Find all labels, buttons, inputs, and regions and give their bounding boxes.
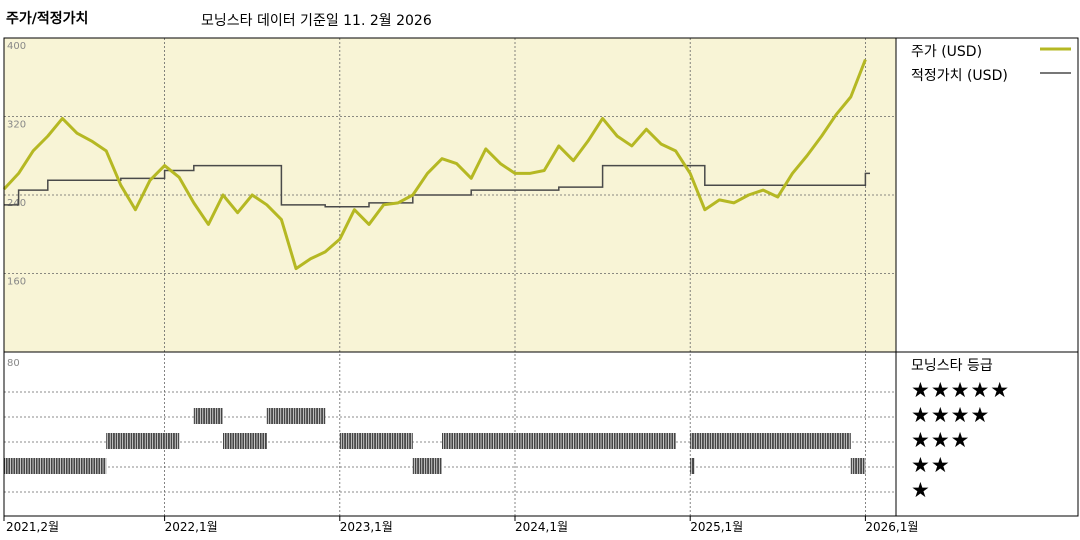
rating-3-stars: ★★★ — [911, 428, 971, 452]
x-tick-label: 2026,1월 — [865, 520, 918, 534]
x-tick-label: 2025,1월 — [690, 520, 743, 534]
y-tick-label: 400 — [7, 41, 26, 52]
tick-labels: 400 320 240 160 80 2021,2월 2022,1월 2023,1월 2024,… — [6, 41, 918, 534]
rating-bar — [4, 458, 107, 474]
x-tick-label: 2021,2월 — [6, 520, 59, 534]
rating-bars — [4, 408, 866, 474]
rating-5-stars: ★★★★★ — [911, 378, 1011, 402]
y-tick-label: 320 — [7, 120, 26, 131]
rating-1-star: ★ — [911, 478, 931, 502]
rating-bar — [223, 433, 267, 449]
chart-frame — [3, 37, 1079, 517]
y-tick-label: 240 — [7, 198, 26, 209]
chart-title: 주가/적정가치 — [6, 11, 89, 27]
rating-bar — [690, 433, 851, 449]
rating-tick-label: 80 — [7, 358, 20, 369]
x-tick-label: 2022,1월 — [165, 520, 218, 534]
data-date-subtitle: 모닝스타 데이터 기준일 11. 2월 2026 — [201, 13, 432, 29]
x-tick-label: 2024,1월 — [515, 520, 568, 534]
price-line — [2, 59, 867, 271]
rating-4-stars: ★★★★ — [911, 403, 991, 427]
rating-bar — [412, 458, 442, 474]
x-tick-label: 2023,1월 — [340, 520, 393, 534]
legend-price: 주가 (USD) — [911, 44, 983, 60]
rating-bar — [690, 458, 695, 474]
rating-panel-title: 모닝스타 등급 — [911, 358, 993, 374]
rating-2-stars: ★★ — [911, 453, 951, 477]
fair-value-line — [4, 164, 870, 208]
rating-bar — [193, 408, 223, 424]
y-tick-label: 160 — [7, 277, 26, 288]
legend-fair: 적정가치 (USD) — [911, 68, 1008, 84]
rating-bar — [850, 458, 866, 474]
